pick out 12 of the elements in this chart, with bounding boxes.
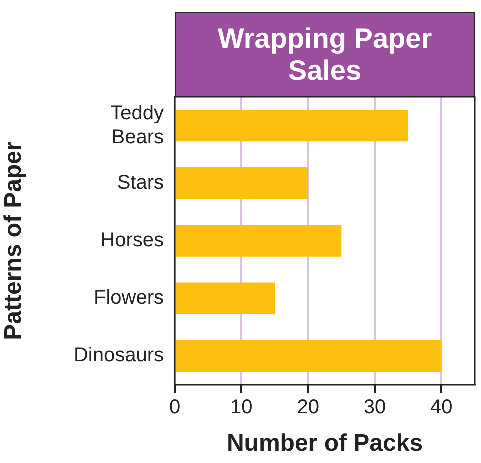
x-tick-label: 20 <box>297 396 320 419</box>
y-tick-label: Teddy Bears <box>110 102 164 148</box>
x-tick-label: 0 <box>169 396 181 419</box>
x-tick-label: 10 <box>230 396 253 419</box>
x-tick-label: 30 <box>364 396 386 419</box>
y-tick-label: Horses <box>100 230 164 252</box>
y-tick-label: Dinosaurs <box>74 344 164 367</box>
y-axis-title: Patterns of Paper <box>0 142 28 340</box>
y-tick-label: Stars <box>117 172 164 194</box>
x-tick-label: 40 <box>430 396 453 419</box>
x-axis-title: Number of Packs <box>226 430 424 458</box>
y-tick-label: Flowers <box>94 287 164 310</box>
